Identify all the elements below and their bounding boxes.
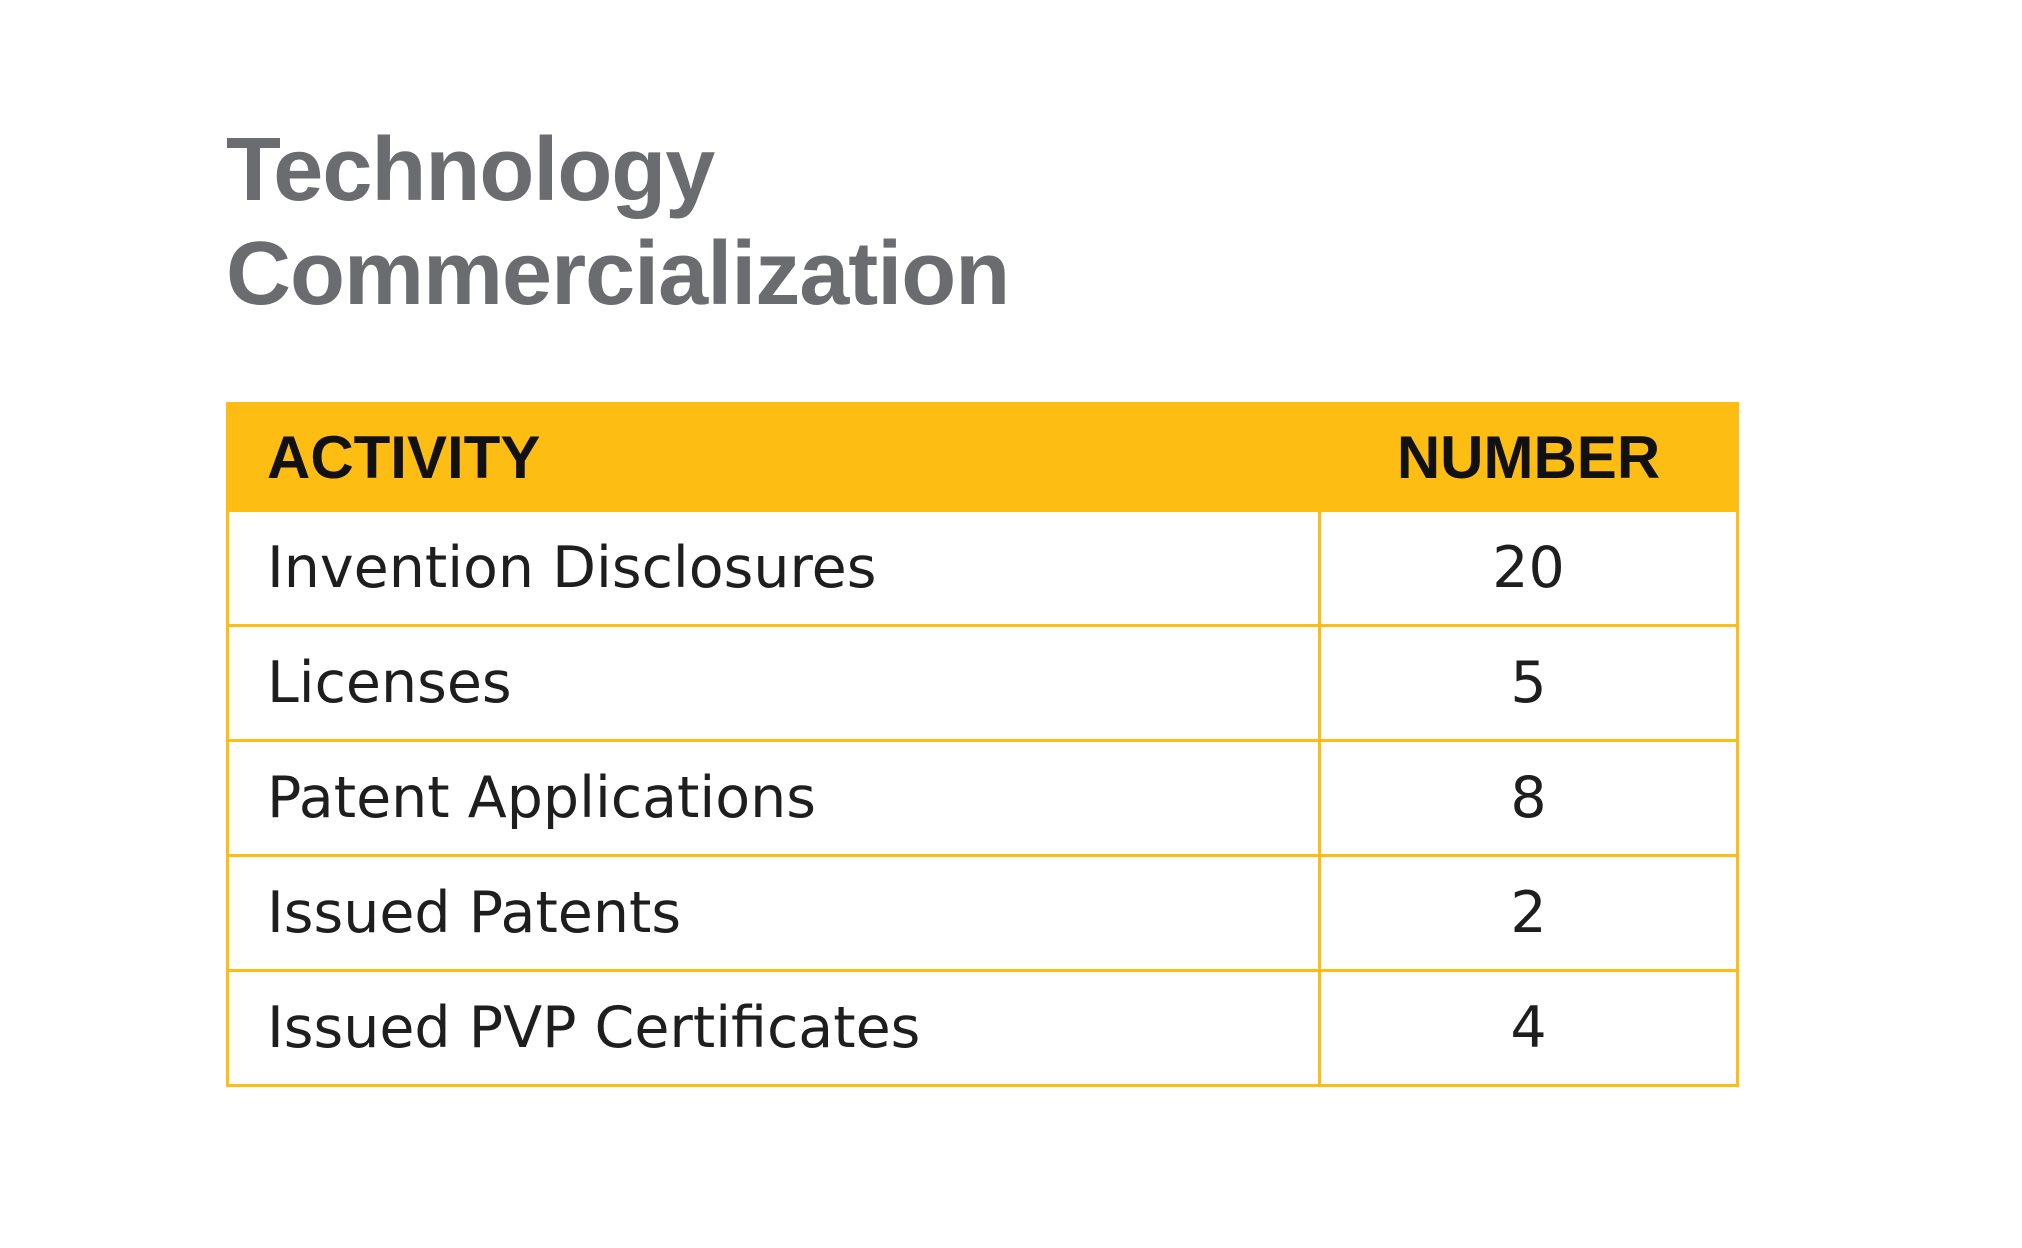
table-row: Invention Disclosures 20 <box>226 509 1739 627</box>
page-title-line-2: Commercialization <box>226 224 1010 324</box>
table-row: Issued Patents 2 <box>226 854 1739 972</box>
activity-table: ACTIVITY NUMBER Invention Disclosures 20… <box>226 402 1739 1087</box>
table-header: ACTIVITY NUMBER <box>226 402 1739 512</box>
number-cell: 4 <box>1318 969 1739 1087</box>
activity-cell: Issued Patents <box>226 854 1321 972</box>
column-header-activity: ACTIVITY <box>226 402 1321 512</box>
table-row: Issued PVP Certificates 4 <box>226 969 1739 1087</box>
number-cell: 5 <box>1318 624 1739 742</box>
page-title: Technology Commercialization <box>226 118 1010 326</box>
table-row: Licenses 5 <box>226 624 1739 742</box>
activity-cell: Invention Disclosures <box>226 509 1321 627</box>
activity-cell: Patent Applications <box>226 739 1321 857</box>
table-row: Patent Applications 8 <box>226 739 1739 857</box>
column-header-number: NUMBER <box>1318 402 1739 512</box>
activity-cell: Issued PVP Certificates <box>226 969 1321 1087</box>
table-body: Invention Disclosures 20 Licenses 5 Pate… <box>226 509 1739 1087</box>
number-cell: 8 <box>1318 739 1739 857</box>
page-title-line-1: Technology <box>226 120 715 220</box>
number-cell: 2 <box>1318 854 1739 972</box>
table-header-row: ACTIVITY NUMBER <box>226 402 1739 512</box>
number-cell: 20 <box>1318 509 1739 627</box>
activity-cell: Licenses <box>226 624 1321 742</box>
